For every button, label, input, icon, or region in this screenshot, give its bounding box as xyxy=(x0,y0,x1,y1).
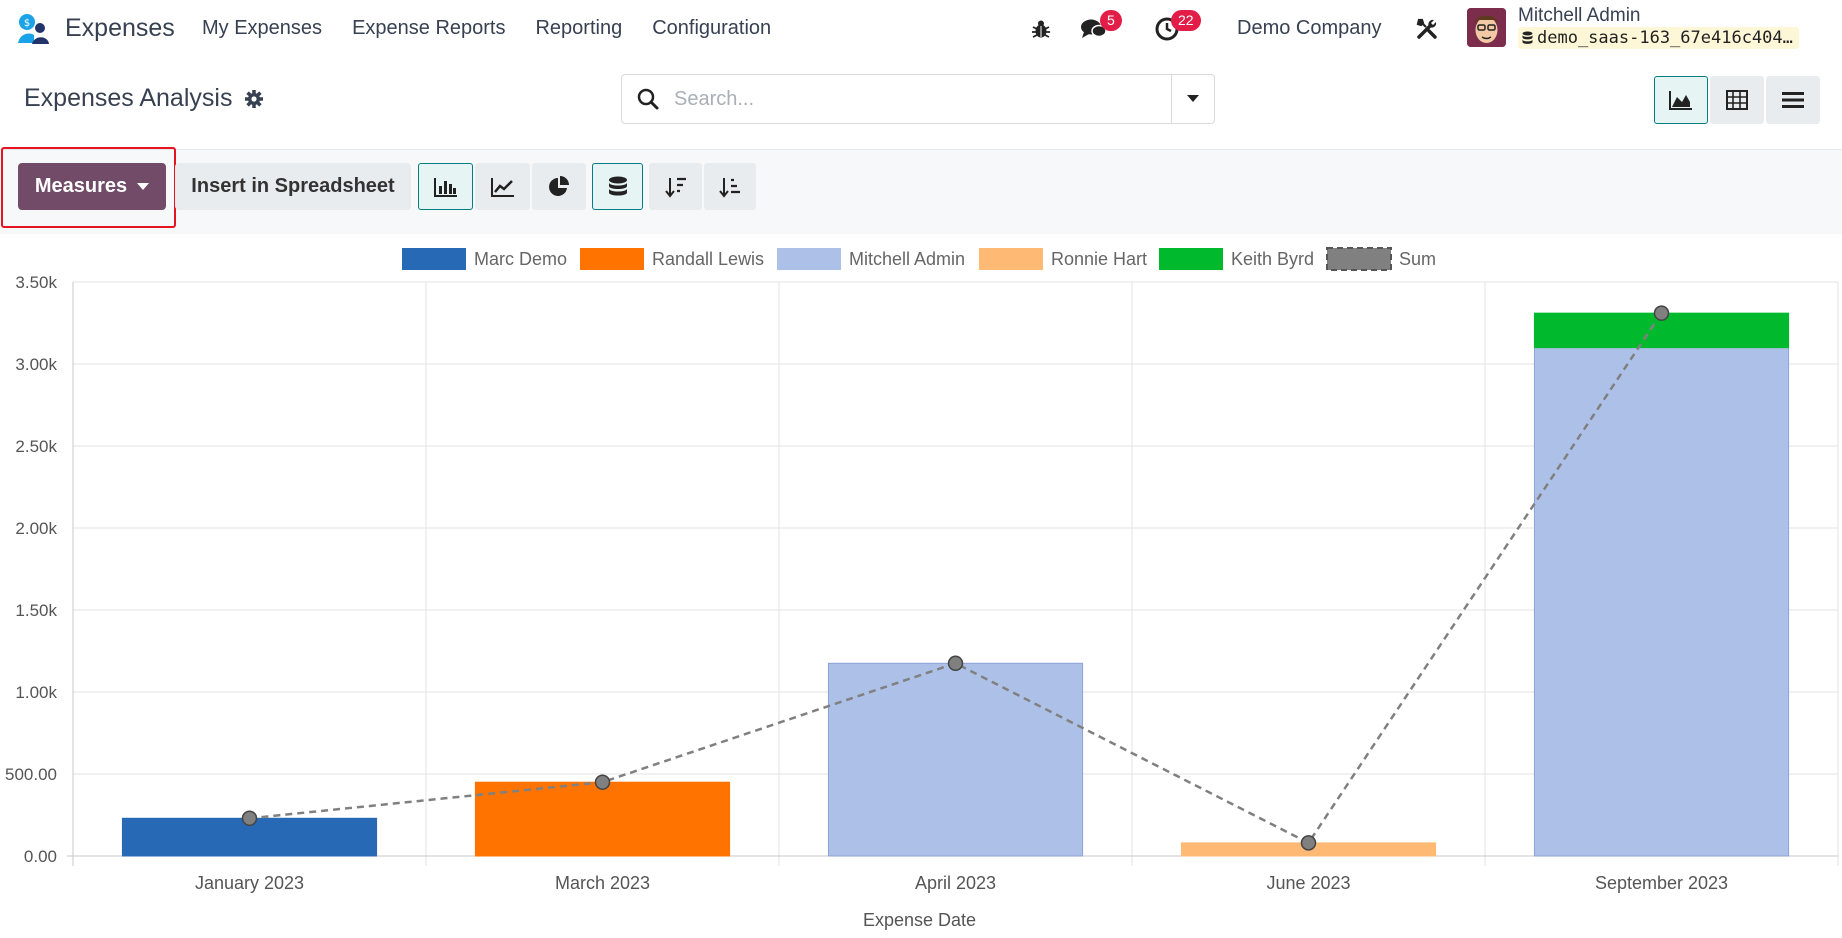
y-tick-label: 3.50k xyxy=(15,273,57,292)
stacked-toggle-button[interactable] xyxy=(592,163,643,210)
view-switcher xyxy=(1654,76,1820,124)
pie-chart-icon xyxy=(549,175,569,196)
page-title-block: Expenses Analysis xyxy=(24,84,264,113)
sort-descending-icon xyxy=(664,177,686,198)
legend-swatch xyxy=(1159,248,1223,270)
legend-label: Randall Lewis xyxy=(652,249,764,269)
y-tick-label: 0.00 xyxy=(24,847,57,866)
legend-label: Marc Demo xyxy=(474,249,567,269)
database-name-text: demo_saas-163_67e416c404… xyxy=(1537,28,1793,48)
graph-view-button[interactable] xyxy=(1654,76,1708,124)
sum-point xyxy=(594,774,611,790)
company-switcher[interactable]: Demo Company xyxy=(1237,17,1382,39)
sum-point xyxy=(241,810,258,827)
legend-label: Mitchell Admin xyxy=(849,249,965,269)
debug-bug-icon[interactable] xyxy=(1026,14,1056,44)
bar-mitchell-admin xyxy=(1533,347,1790,857)
measures-button[interactable]: Measures xyxy=(18,163,166,210)
y-tick-label: 1.00k xyxy=(15,683,57,702)
legend-swatch xyxy=(777,248,841,270)
insert-in-spreadsheet-button[interactable]: Insert in Spreadsheet xyxy=(175,163,411,210)
caret-down-icon xyxy=(137,183,150,190)
legend-swatch xyxy=(1326,247,1392,271)
legend-swatch xyxy=(402,248,466,270)
sum-point xyxy=(947,655,964,672)
legend-swatch xyxy=(979,248,1043,270)
user-name[interactable]: Mitchell Admin xyxy=(1518,5,1641,26)
search-icon xyxy=(622,88,674,110)
bar-chart-button[interactable] xyxy=(418,163,473,210)
control-panel: Expenses Analysis xyxy=(0,58,1842,150)
menu-my-expenses[interactable]: My Expenses xyxy=(202,17,323,39)
sort-descending-button[interactable] xyxy=(649,163,702,210)
database-stack-icon xyxy=(608,176,627,195)
line-chart-button[interactable] xyxy=(475,163,530,210)
y-tick-label: 500.00 xyxy=(5,765,57,784)
y-tick-label: 3.00k xyxy=(15,355,57,374)
top-navbar: $ Expenses My Expenses Expense Reports R… xyxy=(0,0,1842,58)
database-name: demo_saas-163_67e416c404… xyxy=(1518,27,1799,49)
x-tick-label: January 2023 xyxy=(195,873,304,893)
caret-down-icon xyxy=(1187,95,1199,102)
legend-label: Sum xyxy=(1399,249,1436,269)
x-axis-label: Expense Date xyxy=(863,910,976,930)
bar-chart-icon xyxy=(433,177,457,197)
list-view-button[interactable] xyxy=(1766,76,1820,124)
page-title: Expenses Analysis xyxy=(24,84,233,112)
x-tick-label: April 2023 xyxy=(915,873,996,893)
area-chart-icon xyxy=(1669,91,1692,110)
search-options-toggle[interactable] xyxy=(1171,75,1214,123)
legend-label: Keith Byrd xyxy=(1231,249,1314,269)
y-tick-label: 2.50k xyxy=(15,437,57,456)
list-icon xyxy=(1782,92,1804,108)
messages-count-badge: 5 xyxy=(1100,10,1122,31)
database-icon xyxy=(1522,31,1533,44)
tools-settings-icon[interactable] xyxy=(1412,14,1442,44)
menu-expense-reports[interactable]: Expense Reports xyxy=(352,17,506,39)
user-avatar[interactable] xyxy=(1467,8,1506,47)
search-input[interactable] xyxy=(674,87,1171,111)
sort-ascending-button[interactable] xyxy=(704,163,756,210)
y-tick-label: 1.50k xyxy=(15,601,57,620)
sum-point xyxy=(1300,835,1317,851)
gear-icon[interactable] xyxy=(244,89,264,109)
legend-swatch xyxy=(580,248,644,270)
x-tick-label: March 2023 xyxy=(555,873,650,893)
sum-point xyxy=(1653,305,1670,321)
pie-chart-button[interactable] xyxy=(532,163,586,210)
main-menu: My Expenses Expense Reports Reporting Co… xyxy=(202,17,771,40)
sort-ascending-icon xyxy=(719,177,740,198)
sum-line xyxy=(249,312,1663,845)
menu-configuration[interactable]: Configuration xyxy=(652,17,772,39)
y-tick-label: 2.00k xyxy=(15,519,57,538)
legend-label: Ronnie Hart xyxy=(1051,249,1147,269)
stacked-bar-chart: 0.00 500.00 1.00k 1.50k 2.00k 2.50k 3.00k 3.50k… xyxy=(5,247,1839,930)
measures-label: Measures xyxy=(34,175,128,197)
expenses-graph: 0.00 500.00 1.00k 1.50k 2.00k 2.50k 3.00k 3.50k… xyxy=(0,234,1842,938)
messages-icon[interactable] xyxy=(1079,14,1109,44)
menu-reporting[interactable]: Reporting xyxy=(535,17,623,39)
pivot-view-button[interactable] xyxy=(1710,76,1764,124)
table-grid-icon xyxy=(1726,90,1748,110)
x-tick-label: June 2023 xyxy=(1266,873,1350,893)
x-tick-label: September 2023 xyxy=(1595,873,1728,893)
svg-text:$: $ xyxy=(24,18,30,29)
search-bar xyxy=(621,74,1215,124)
app-name[interactable]: Expenses xyxy=(65,14,175,42)
line-chart-icon xyxy=(490,177,514,197)
bar-randall-lewis xyxy=(474,781,731,857)
expenses-app-icon[interactable]: $ xyxy=(16,13,50,45)
activities-count-badge: 22 xyxy=(1171,10,1201,31)
bar-mitchell-admin xyxy=(827,662,1084,857)
